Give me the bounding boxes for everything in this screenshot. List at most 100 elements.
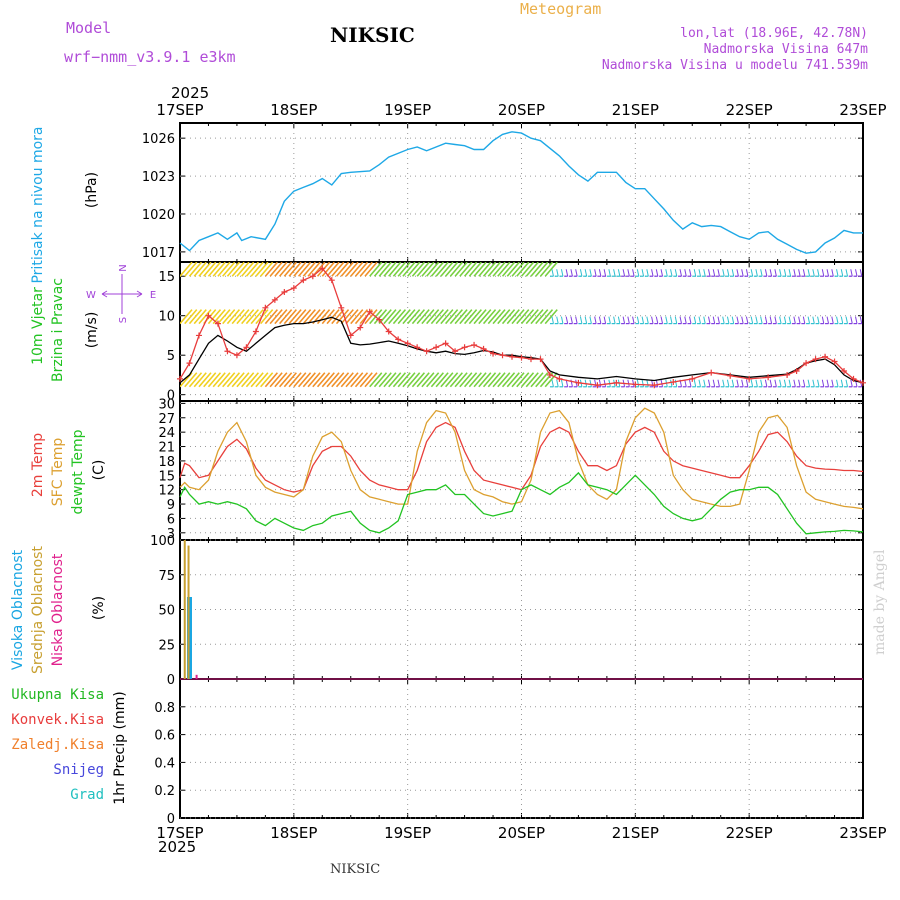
x-tick-label-top: 23SEP <box>839 101 886 119</box>
wind-barb <box>255 372 269 388</box>
wind-barb <box>598 316 602 324</box>
panel-frames <box>179 122 864 819</box>
wind-gust-marker <box>613 379 620 386</box>
wind-gust-marker <box>366 308 373 315</box>
wind-barb <box>551 316 554 324</box>
wind-barb <box>217 372 231 388</box>
wind-gust-marker <box>195 332 202 339</box>
wind-barb <box>674 316 678 324</box>
wind-barb <box>741 379 744 387</box>
wind-barb <box>326 262 340 277</box>
wind-barb <box>689 269 692 277</box>
wind-barb <box>788 379 792 387</box>
cloud-bar-cloud_low <box>195 674 198 679</box>
y-tick-label: 1023 <box>142 170 175 185</box>
data-marks <box>101 131 866 680</box>
wind-barb <box>245 372 260 388</box>
wind-barb <box>250 309 264 325</box>
y-tick-label: 0.4 <box>154 756 175 771</box>
wind-barb <box>655 316 659 324</box>
wind-gust-marker <box>300 277 307 284</box>
wind-gust-marker <box>281 289 288 296</box>
wind-barb <box>679 269 683 277</box>
credit-text: made by Angel <box>872 549 888 656</box>
wind-barb <box>859 316 863 324</box>
wind-gust-marker <box>471 341 478 348</box>
y-tick-label: 5 <box>167 349 175 364</box>
wind-barb <box>798 269 801 277</box>
precip-ylabel: 1hr Precip (mm) <box>112 691 128 804</box>
wind-gust-marker <box>442 340 449 347</box>
x-tick-label-bottom: 23SEP <box>839 824 886 842</box>
wind-barb <box>340 372 354 388</box>
wind-barb <box>840 379 844 387</box>
temp-temp2m-line <box>179 421 864 493</box>
wind-barb <box>821 379 825 387</box>
wind-barb <box>463 309 478 325</box>
wind-barb <box>416 372 430 388</box>
wind-barb <box>388 309 402 325</box>
wind-barb <box>845 316 849 324</box>
y-tick-label: 0.6 <box>154 729 175 744</box>
model-elevation-label: Nadmorska Visina u modelu 741.539m <box>601 58 868 73</box>
wind-barb <box>641 379 645 387</box>
wind-barb <box>454 372 468 388</box>
wind-barb <box>392 262 407 277</box>
wind-gust-marker <box>385 328 392 335</box>
wind-gust-marker <box>793 367 800 374</box>
wind-barb <box>665 316 668 324</box>
wind-barb <box>603 379 607 387</box>
wind-barb <box>297 309 312 325</box>
wind-barb <box>859 269 863 277</box>
wind-barb <box>501 309 516 325</box>
wind-barb <box>269 372 283 388</box>
wind-barb <box>487 309 501 325</box>
wind-barb <box>359 262 373 277</box>
wind-barb <box>316 309 331 325</box>
wind-barb <box>745 379 749 387</box>
wind-barb <box>345 309 359 325</box>
wind-barb <box>373 262 388 277</box>
wind-barb <box>693 379 697 387</box>
precip-legend-item: Snijeg <box>53 762 104 778</box>
wind-barb <box>840 316 844 324</box>
wind-barb <box>826 379 830 387</box>
wind-barb <box>726 379 730 387</box>
wind-barb <box>264 262 278 277</box>
wind-barb <box>288 372 302 388</box>
wind-barb <box>855 316 858 324</box>
wind-barb <box>430 262 444 277</box>
wind-barb <box>321 372 335 388</box>
chart-text: 17SEP 17SEP 18SEP 18SEP 19SEP 19SEP 20SEP 20SEP… <box>10 101 887 842</box>
wind-barb <box>660 269 664 277</box>
wind-barb <box>274 309 288 325</box>
wind-barb <box>560 379 564 387</box>
wind-barb <box>473 372 487 388</box>
wind-barb <box>407 309 421 325</box>
wind-barb <box>826 316 830 324</box>
x-tick-label-bottom: 21SEP <box>612 824 659 842</box>
wind-barb <box>473 262 487 277</box>
y-tick-label: 0.8 <box>154 701 175 716</box>
wind-barb <box>798 316 801 324</box>
wind-barb <box>511 372 525 388</box>
wind-barb <box>736 316 739 324</box>
wind-barb <box>212 372 226 388</box>
wind-barb <box>817 269 820 277</box>
wind-barb <box>632 379 635 387</box>
wind-barb <box>779 316 782 324</box>
wind-barb <box>812 269 815 277</box>
wind-barb <box>269 309 283 325</box>
wind-gust-marker <box>423 348 430 355</box>
y-tick-label: 1026 <box>142 132 175 147</box>
wind-barb <box>397 309 411 325</box>
wind-barb <box>717 316 720 324</box>
wind-barb <box>226 262 241 277</box>
wind-barb <box>350 372 364 388</box>
wind-barb <box>421 309 435 325</box>
wind-barb <box>722 379 725 387</box>
wind-barb <box>788 316 792 324</box>
wind-barb <box>636 316 640 324</box>
wind-barb <box>184 309 198 325</box>
y-tick-label: 1017 <box>142 246 175 261</box>
